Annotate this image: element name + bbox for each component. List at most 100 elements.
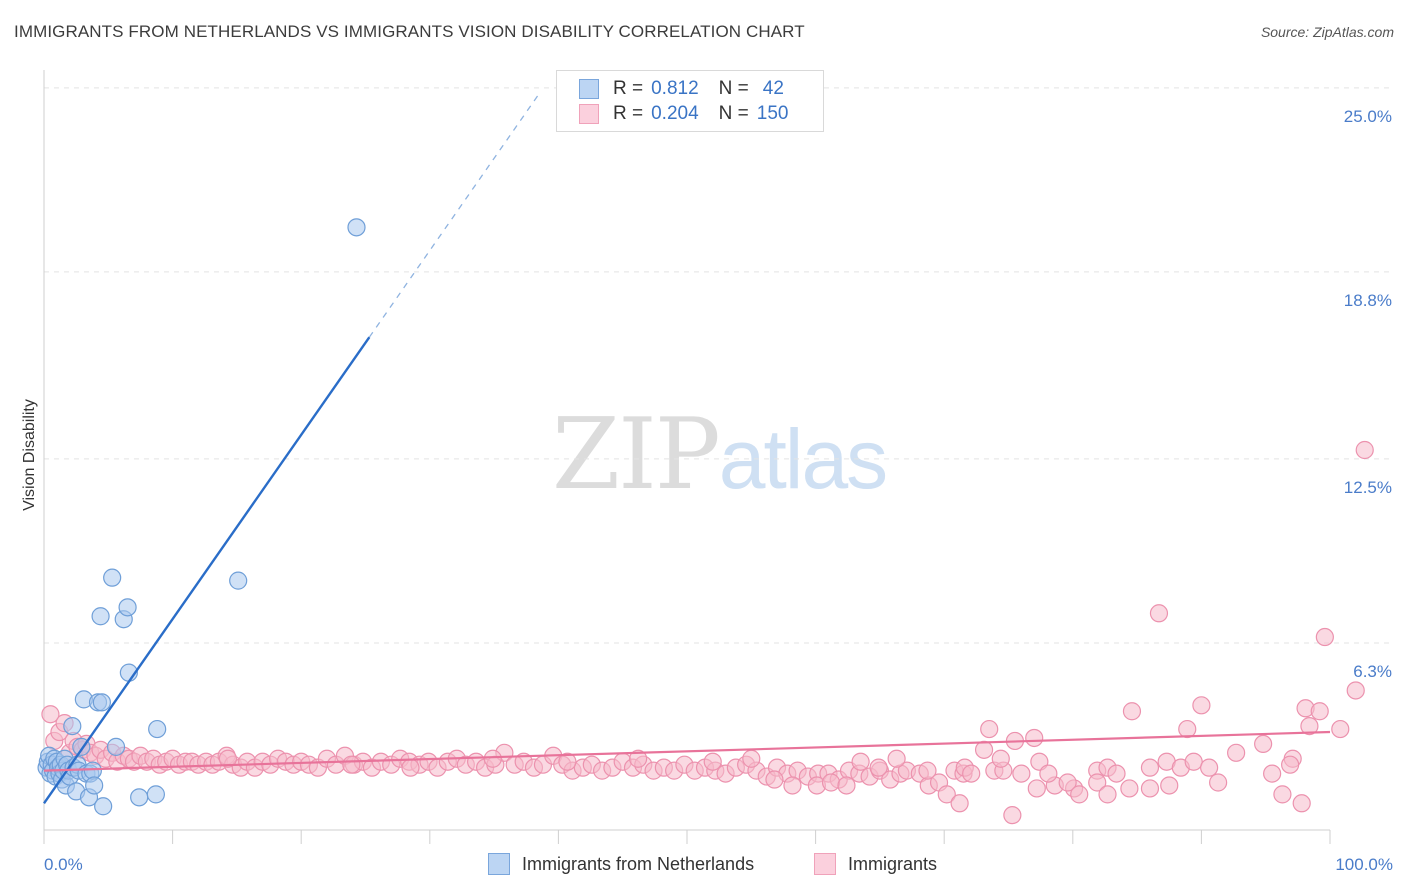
immigrants-point	[1263, 764, 1282, 783]
immigrants-point	[1058, 773, 1077, 792]
legend-n-label: N =	[718, 103, 749, 124]
immigrants-point	[1120, 779, 1139, 798]
y-tick-label: 6.3%	[1353, 662, 1392, 681]
immigrants-point	[887, 749, 906, 768]
immigrants-point	[1140, 758, 1160, 777]
immigrants-point	[1025, 728, 1044, 748]
bottom-legend-swatch-blue	[488, 853, 510, 875]
immigrants-point	[1027, 779, 1046, 798]
bottom-legend-netherlands: Immigrants from Netherlands	[488, 852, 754, 876]
netherlands-points	[37, 218, 366, 816]
immigrants-point	[974, 740, 994, 759]
immigrants-point	[1292, 794, 1311, 813]
correlation-legend: R = 0.812 N = 42 R = 0.204 N = 150	[556, 70, 824, 132]
immigrants-point	[1273, 785, 1292, 804]
legend-n-value: 42	[762, 78, 784, 99]
immigrants-point	[1281, 755, 1300, 774]
legend-row-immigrants: R = 0.204 N = 150	[579, 102, 788, 126]
immigrants-point	[703, 752, 722, 771]
immigrants-point	[1300, 716, 1319, 736]
immigrants-point	[783, 776, 802, 795]
immigrants-point	[1178, 719, 1197, 739]
axes	[43, 70, 1331, 844]
netherlands-point	[94, 797, 113, 816]
legend-r-value: 0.204	[651, 103, 699, 124]
immigrants-trend-line	[43, 730, 1331, 772]
immigrants-point	[1122, 702, 1142, 721]
immigrants-point	[1184, 752, 1203, 771]
legend-row-netherlands: R = 0.812 N = 42	[579, 77, 784, 101]
netherlands-point	[229, 571, 248, 590]
x-tick-label: 0.0%	[44, 855, 83, 874]
immigrants-point	[1254, 734, 1273, 754]
immigrants-point	[1098, 785, 1117, 804]
legend-swatch-pink	[579, 104, 599, 124]
tick-labels: 6.3% 12.5% 18.8% 25.0% 0.0% 100.0% Vision Disa…	[21, 107, 1393, 874]
netherlands-point	[347, 218, 366, 237]
immigrants-point	[1200, 758, 1219, 777]
y-tick-label: 25.0%	[1344, 107, 1392, 126]
legend-r-label: R =	[613, 103, 644, 124]
netherlands-point	[130, 788, 149, 807]
legend-r-value: 0.812	[651, 78, 699, 99]
immigrants-point	[765, 770, 784, 789]
immigrants-point	[821, 773, 841, 792]
netherlands-point	[91, 607, 110, 626]
immigrants-point	[991, 749, 1010, 768]
immigrants-point	[1160, 776, 1179, 795]
gridlines	[44, 87, 1392, 644]
netherlands-point	[106, 737, 126, 756]
immigrants-point	[869, 758, 888, 777]
legend-n-label: N =	[718, 78, 749, 99]
immigrants-point	[1088, 773, 1107, 792]
immigrants-point	[218, 749, 237, 768]
immigrants-point	[1070, 785, 1089, 804]
legend-r-label: R =	[613, 78, 644, 99]
watermark: ZIPatlas	[552, 398, 888, 512]
immigrants-point	[1346, 681, 1365, 700]
immigrants-point	[1107, 764, 1126, 783]
immigrants-point	[1315, 627, 1334, 647]
immigrants-point	[1331, 719, 1350, 739]
trend-lines	[43, 93, 1331, 804]
immigrants-point	[837, 776, 856, 795]
immigrants-point	[1192, 696, 1211, 715]
immigrants-point	[950, 794, 969, 813]
netherlands-point	[148, 719, 167, 739]
bottom-legend-swatch-pink	[814, 853, 836, 875]
immigrants-point	[742, 749, 761, 768]
y-tick-label: 18.8%	[1344, 291, 1392, 310]
immigrants-point	[962, 764, 981, 783]
immigrants-point	[980, 719, 999, 739]
immigrants-point	[918, 761, 937, 780]
immigrants-points	[41, 440, 1374, 825]
immigrants-point	[1355, 440, 1374, 460]
x-tick-label: 100.0%	[1335, 855, 1393, 874]
immigrants-point	[937, 785, 956, 804]
netherlands-point	[63, 716, 82, 736]
legend-swatch-blue	[579, 79, 599, 99]
chart-title: IMMIGRANTS FROM NETHERLANDS VS IMMIGRANT…	[14, 22, 805, 41]
netherlands-trend-line	[43, 336, 371, 804]
immigrants-point	[1209, 773, 1228, 792]
immigrants-point	[1012, 764, 1031, 783]
immigrants-point	[1140, 779, 1160, 798]
immigrants-point	[41, 705, 60, 724]
immigrants-point	[1310, 702, 1329, 721]
netherlands-point	[146, 785, 165, 804]
netherlands-point	[118, 598, 137, 617]
source-label: Source: ZipAtlas.com	[1260, 24, 1394, 40]
immigrants-point	[629, 749, 648, 768]
legend-n-value: 150	[756, 103, 789, 124]
immigrants-point	[851, 752, 870, 771]
immigrants-point	[342, 755, 361, 774]
immigrants-point	[1227, 743, 1246, 762]
immigrants-point	[483, 749, 502, 768]
immigrants-point	[1149, 604, 1169, 623]
bottom-legend-immigrants: Immigrants	[814, 852, 937, 876]
watermark-zip: ZIP	[552, 398, 721, 512]
netherlands-point	[103, 568, 122, 587]
immigrants-point	[1039, 764, 1058, 783]
immigrants-point	[558, 752, 577, 771]
